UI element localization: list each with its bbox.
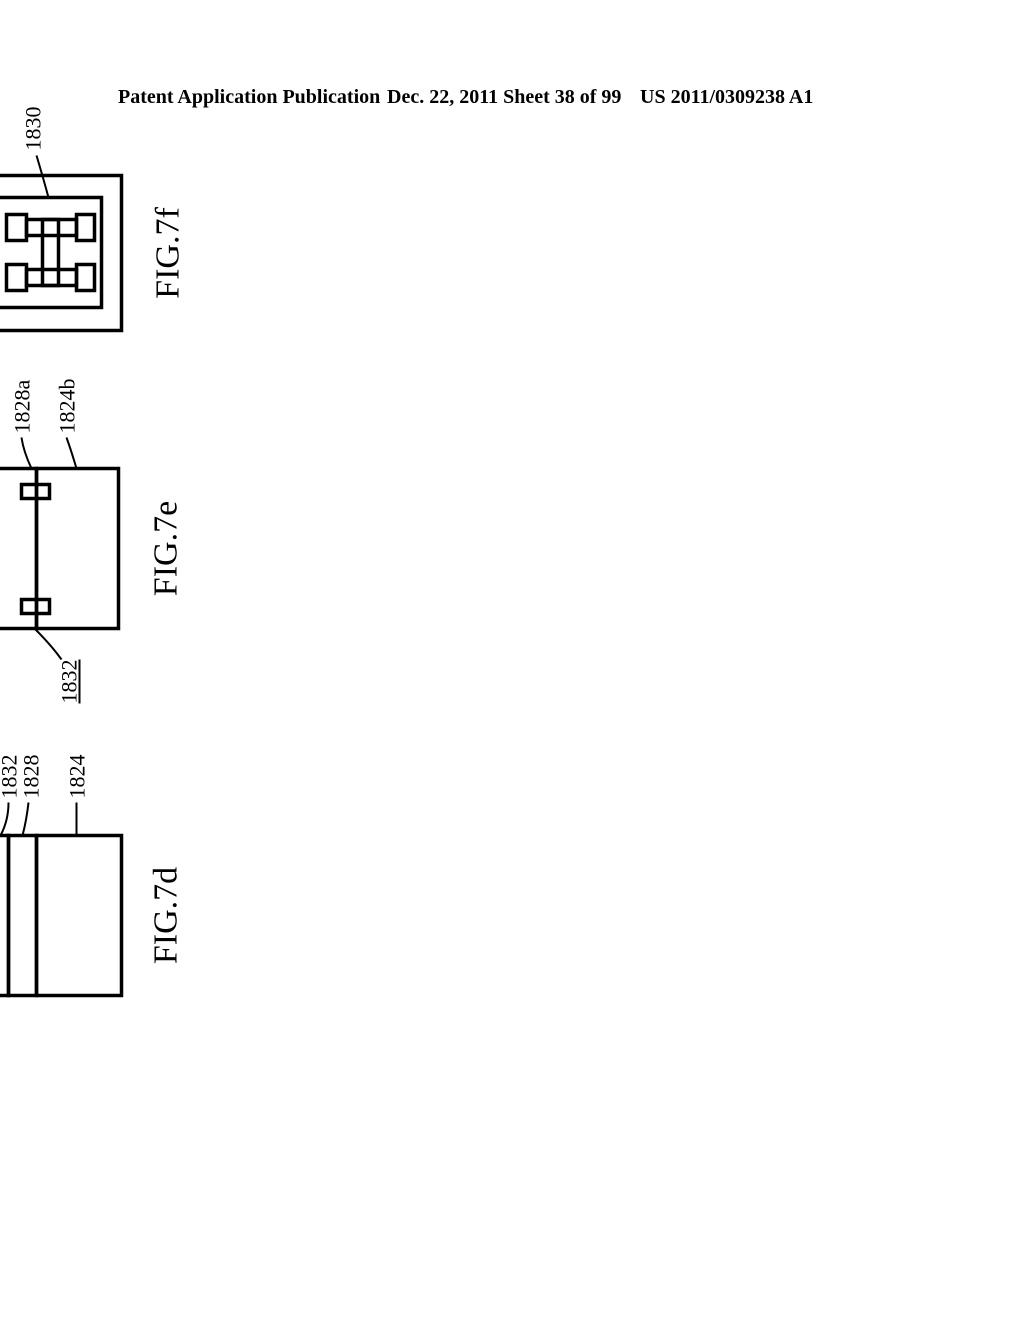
caption-7d: FIG.7d	[148, 831, 186, 1001]
figure-7e: 1822a 1832a 1828a 1824b 1832	[0, 364, 186, 674]
ref-1824: 1824	[65, 755, 91, 799]
figure-7f: 1822b	[0, 56, 188, 346]
ref-1828: 1828	[19, 755, 45, 799]
ref-1828a: 1828a	[10, 380, 36, 434]
fig7f-drawing	[0, 56, 139, 346]
ref-1824b: 1824b	[55, 379, 81, 434]
caption-7f: FIG.7f	[150, 161, 188, 346]
ref-1832a: 1832a	[0, 380, 6, 434]
header-docnumber: US 2011/0309238 A1	[640, 86, 813, 109]
ref-1832-left: 1832	[57, 660, 83, 704]
header-date-sheet: Dec. 22, 2011 Sheet 38 of 99	[387, 86, 621, 109]
figure-7d: 1822 1830 1832 1828 1824 FIG.7d	[0, 701, 186, 1001]
ref-1830-f: 1830	[21, 107, 47, 151]
caption-7e: FIG.7e	[148, 424, 186, 674]
figures-rotated-container: 1822 1830 1832 1828 1824 FIG.7d	[0, 329, 711, 786]
fig7d-drawing	[0, 701, 137, 1001]
